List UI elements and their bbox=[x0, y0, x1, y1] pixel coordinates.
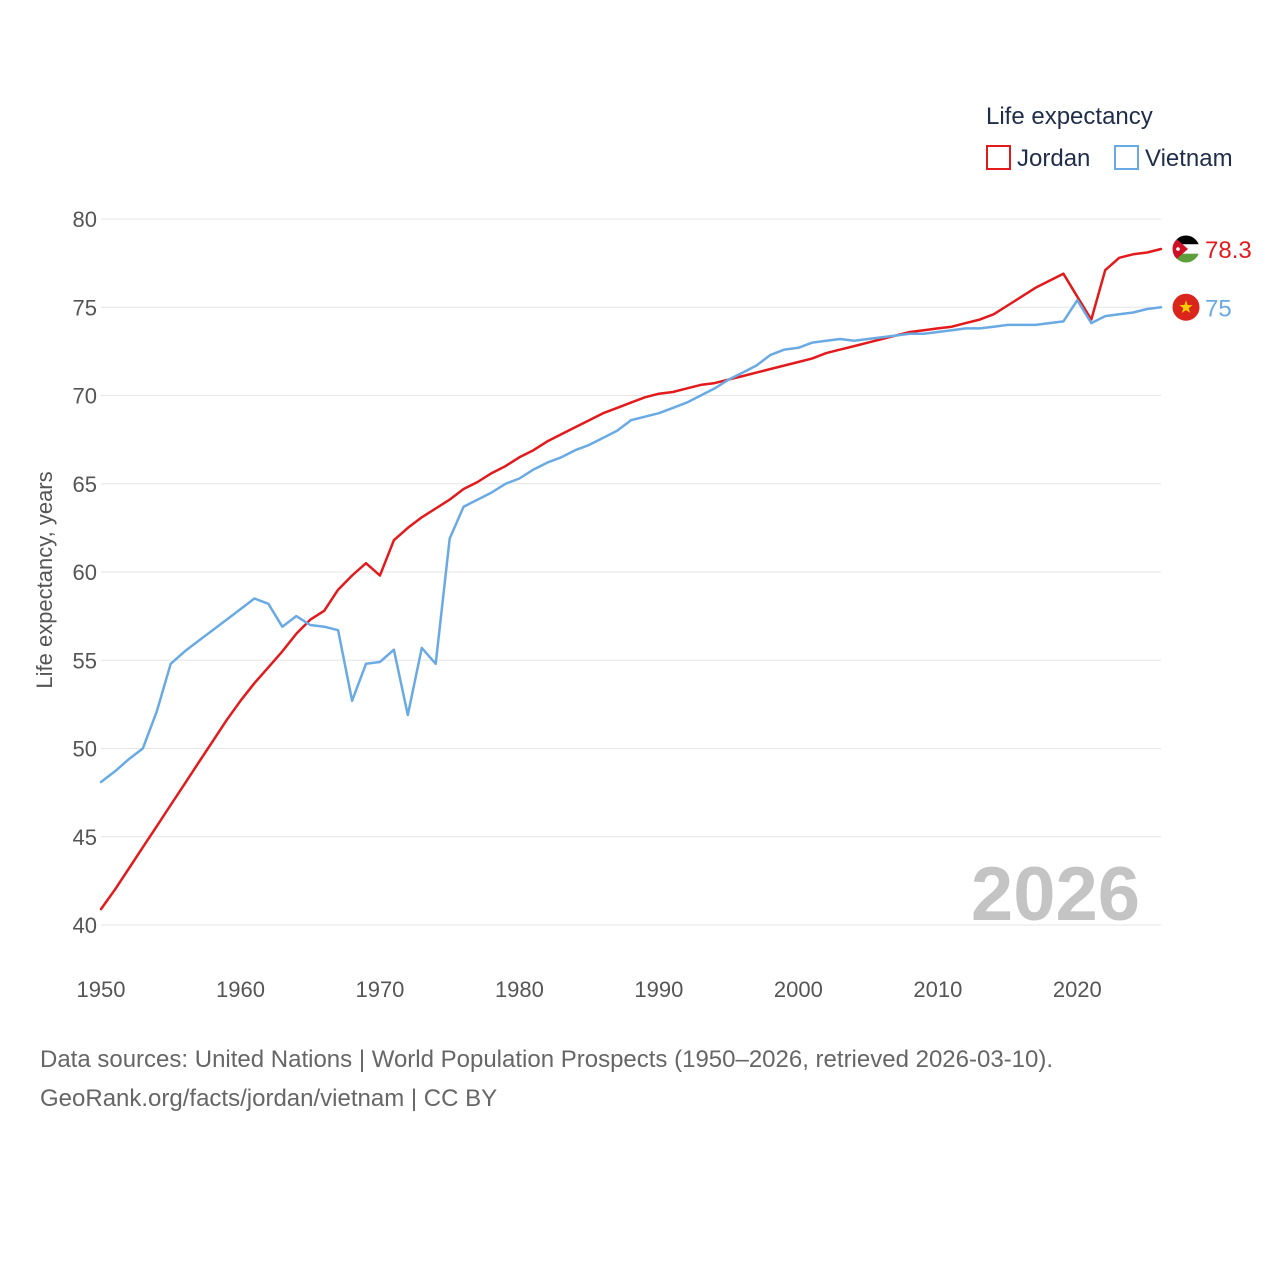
legend-title: Life expectancy bbox=[986, 103, 1153, 130]
x-tick-label: 2000 bbox=[774, 977, 823, 1002]
series-end-labels: 78.3 75 bbox=[1171, 234, 1252, 322]
series-line-vietnam[interactable] bbox=[99, 298, 1163, 784]
vietnam-flag-icon bbox=[1171, 292, 1201, 322]
legend-swatch-jordan bbox=[986, 145, 1011, 170]
data-source-note: Data sources: United Nations | World Pop… bbox=[40, 1046, 1054, 1073]
x-tick-label: 2010 bbox=[913, 977, 962, 1002]
y-tick-label: 50 bbox=[73, 737, 97, 762]
series-line-jordan[interactable] bbox=[99, 247, 1163, 911]
end-value-label-jordan: 78.3 bbox=[1205, 237, 1252, 264]
line-chart: 40 45 50 55 60 65 70 75 80 1950 1960 1970 1980 1990 2… bbox=[32, 103, 1252, 1002]
x-tick-label: 1990 bbox=[634, 977, 683, 1002]
y-tick-label: 55 bbox=[73, 648, 97, 673]
legend-label-vietnam: Vietnam bbox=[1145, 145, 1233, 172]
legend-item-jordan[interactable]: Jordan bbox=[986, 145, 1090, 172]
y-tick-label: 45 bbox=[73, 825, 97, 850]
y-tick-label: 40 bbox=[73, 913, 97, 938]
series-lines bbox=[99, 247, 1163, 911]
y-tick-label: 60 bbox=[73, 560, 97, 585]
y-axis-ticks: 40 45 50 55 60 65 70 75 80 bbox=[73, 207, 97, 938]
x-tick-label: 1950 bbox=[77, 977, 126, 1002]
gridlines bbox=[101, 218, 1161, 926]
x-tick-label: 1970 bbox=[355, 977, 404, 1002]
y-tick-label: 70 bbox=[73, 384, 97, 409]
current-year-watermark: 2026 bbox=[971, 852, 1140, 937]
source-url[interactable]: GeoRank.org/facts/jordan/vietnam | CC BY bbox=[40, 1085, 498, 1112]
legend-item-vietnam[interactable]: Vietnam bbox=[1114, 145, 1233, 172]
legend-label-jordan: Jordan bbox=[1017, 145, 1090, 172]
y-tick-label: 80 bbox=[73, 207, 97, 232]
x-tick-label: 1960 bbox=[216, 977, 265, 1002]
legend-swatch-vietnam bbox=[1114, 145, 1139, 170]
y-tick-label: 75 bbox=[73, 295, 97, 320]
jordan-flag-icon bbox=[1171, 234, 1201, 264]
x-tick-label: 1980 bbox=[495, 977, 544, 1002]
y-axis-label: Life expectancy, years bbox=[32, 471, 57, 688]
y-tick-label: 65 bbox=[73, 472, 97, 497]
footer: Data sources: United Nations | World Pop… bbox=[40, 1040, 1053, 1118]
x-tick-label: 2020 bbox=[1053, 977, 1102, 1002]
end-value-label-vietnam: 75 bbox=[1205, 295, 1232, 322]
legend: Life expectancy Jordan Vietnam bbox=[986, 103, 1233, 172]
x-axis-ticks: 1950 1960 1970 1980 1990 2000 2010 2020 bbox=[77, 977, 1102, 1002]
